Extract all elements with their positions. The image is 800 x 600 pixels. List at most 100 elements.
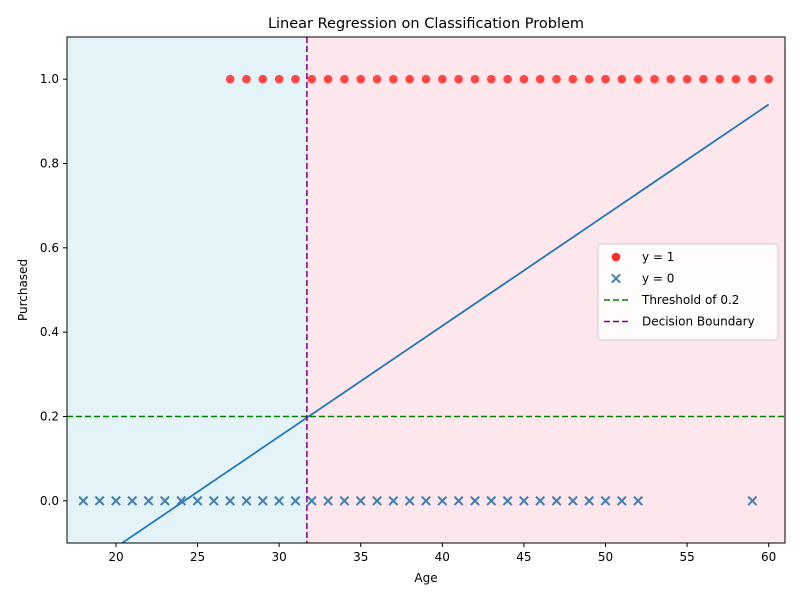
point-y0 [600,495,611,506]
point-y0 [111,495,121,506]
point-y0 [502,495,513,506]
legend-entry-label: Threshold of 0.2 [641,293,739,307]
point-y1 [258,74,268,84]
point-y1 [340,74,349,84]
point-y0 [519,495,529,506]
plot-series [67,37,785,544]
point-y0 [127,495,138,506]
point-y1 [503,74,512,84]
point-y1 [584,74,594,84]
point-y0 [323,495,333,506]
x-tick-label: 35 [353,550,368,564]
point-y1 [666,74,676,84]
point-y1 [535,74,545,84]
point-y0 [94,495,105,506]
point-y0 [584,495,595,506]
point-y1 [307,74,317,84]
x-tick-label: 60 [761,550,776,564]
point-y1 [486,74,496,84]
point-y1 [372,74,382,84]
point-y1 [454,74,463,84]
point-y0 [633,495,644,506]
point-y1 [242,74,251,84]
point-y0 [306,495,317,506]
point-y0 [160,495,170,506]
legend-marker-y0 [611,273,621,284]
point-y0 [453,495,464,506]
point-y1 [438,74,447,84]
legend-entry-label: y = 1 [642,250,674,264]
point-y1 [601,74,610,84]
x-tick-label: 50 [598,550,613,564]
point-y0 [404,495,415,506]
point-y0 [470,495,480,506]
point-y0 [372,495,382,506]
point-y1 [470,74,480,84]
point-y0 [388,495,399,506]
point-y1 [519,74,529,84]
point-y1 [323,74,333,84]
x-tick-label: 25 [190,550,205,564]
point-y0 [535,495,546,506]
point-y0 [339,495,350,506]
y-tick-label: 0.6 [40,241,59,255]
shaded-region-0 [67,37,307,543]
x-tick-label: 30 [271,550,286,564]
y-tick-label: 1.0 [40,72,59,86]
point-y0 [257,495,268,506]
x-axis-label: Age [414,571,437,585]
point-y1 [699,74,708,84]
point-y1 [715,74,725,84]
point-y1 [389,74,398,84]
point-y1 [405,74,414,84]
point-y1 [291,74,300,84]
point-y1 [731,74,741,84]
legend-entry-label: y = 0 [642,272,674,286]
point-y0 [208,495,219,506]
x-axis-ticks: 20 25 30 35 40 45 50 55 60 [108,543,776,564]
point-y0 [421,495,431,506]
x-tick-label: 20 [108,550,123,564]
point-y0 [437,495,448,506]
point-y1 [650,74,659,84]
x-tick-label: 40 [435,550,450,564]
point-y0 [567,495,578,506]
point-y1 [552,74,561,84]
point-y0 [486,495,497,506]
point-y0 [176,495,187,506]
legend-box [597,243,779,341]
point-y1 [421,74,431,84]
y-axis-label: Purchased [16,259,30,321]
x-tick-label: 55 [679,550,694,564]
y-tick-label: 0.8 [40,157,59,171]
point-y1 [356,74,366,84]
point-y1 [764,74,773,84]
point-y1 [225,74,235,84]
point-y0 [192,495,203,506]
legend: y = 1 y = 0 Threshold of 0.2 Decision Bound… [597,243,779,341]
point-y0 [551,495,562,506]
point-y1 [633,74,643,84]
point-y0 [355,495,366,506]
plot-frame [66,36,786,544]
y-axis-ticks: 0.0 0.2 0.4 0.6 0.8 1.0 [40,72,67,508]
y-tick-label: 0.0 [40,494,59,508]
point-y1 [568,74,578,84]
point-y0 [274,495,285,506]
point-y1 [682,74,692,84]
legend-entry-label: Decision Boundary [642,315,755,329]
point-y1 [617,74,627,84]
regression-line [121,103,770,544]
legend-marker-y1 [611,252,621,262]
point-y1 [274,74,284,84]
point-y1 [748,74,757,84]
point-y0 [747,495,758,506]
point-y0 [78,495,89,506]
y-tick-label: 0.2 [40,410,59,424]
y-tick-label: 0.4 [40,325,59,339]
x-tick-label: 45 [516,550,531,564]
point-y0 [241,495,252,506]
point-y0 [143,495,154,506]
chart-title: Linear Regression on Classification Prob… [268,16,584,32]
